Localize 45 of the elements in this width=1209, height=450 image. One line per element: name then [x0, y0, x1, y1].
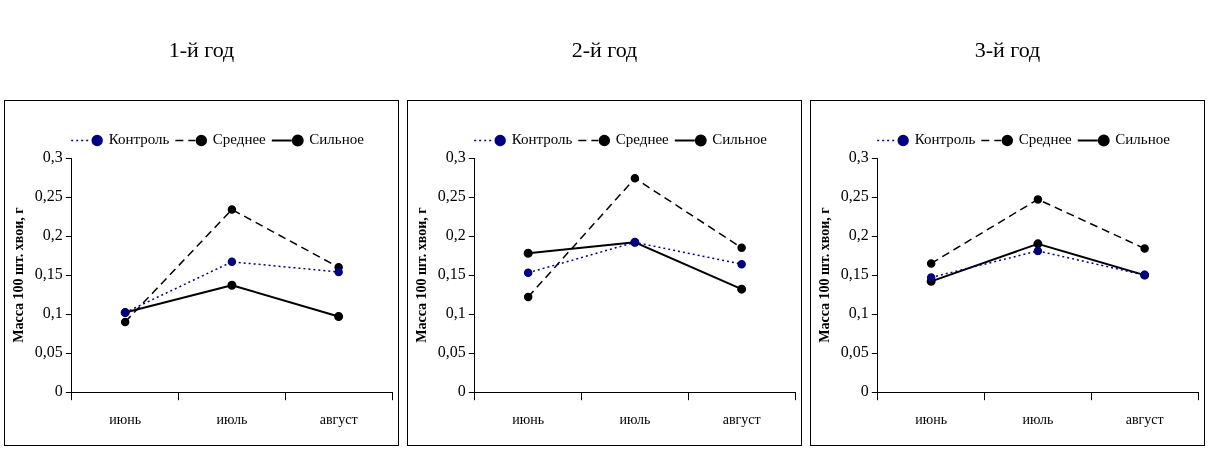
x-tick-label: июнь: [512, 412, 545, 428]
y-tick-label: 0,1: [42, 304, 63, 322]
y-tick-label: 0,15: [840, 265, 869, 283]
y-tick-label: 0,2: [42, 226, 63, 244]
y-tick-label: 0,05: [840, 343, 869, 361]
x-tick-label: август: [319, 412, 358, 428]
y-tick-label: 0,2: [848, 226, 869, 244]
x-tick-label: август: [722, 412, 761, 428]
y-tick-label: 0,05: [437, 343, 466, 361]
y-tick-label: 0,25: [840, 187, 869, 205]
legend-label: Сильное: [1115, 131, 1171, 148]
legend-label: Контроль: [511, 131, 573, 148]
y-axis-title: Масса 100 шт. хвои, г: [414, 207, 430, 343]
legend-label: Контроль: [914, 131, 976, 148]
chart-title: 1-й год: [168, 36, 235, 64]
chart-title: 2-й год: [571, 36, 638, 64]
y-tick-label: 0,1: [445, 304, 466, 322]
x-tick-label: август: [1125, 412, 1164, 428]
y-tick-label: 0,05: [34, 343, 63, 361]
y-tick-label: 0,1: [848, 304, 869, 322]
y-axis-title: Масса 100 шт. хвои, г: [817, 207, 833, 343]
x-tick-label: июнь: [915, 412, 948, 428]
y-tick-label: 0,15: [34, 265, 63, 283]
y-tick-label: 0,25: [34, 187, 63, 205]
legend-label: Сильное: [712, 131, 768, 148]
legend-label: Сильное: [309, 131, 365, 148]
y-tick-label: 0,25: [437, 187, 466, 205]
y-tick-label: 0: [860, 382, 869, 400]
y-tick-label: 0: [457, 382, 466, 400]
chart-title: 3-й год: [974, 36, 1041, 64]
x-tick-label: июль: [216, 412, 248, 428]
x-tick-label: июнь: [109, 412, 142, 428]
y-tick-label: 0,2: [445, 226, 466, 244]
y-tick-label: 0,15: [437, 265, 466, 283]
legend-label: Контроль: [108, 131, 170, 148]
legend-label: Среднее: [615, 131, 670, 148]
y-tick-label: 0,3: [848, 148, 869, 166]
legend-label: Среднее: [1018, 131, 1073, 148]
legend-label: Среднее: [212, 131, 267, 148]
y-axis-title: Масса 100 шт. хвои, г: [11, 207, 27, 343]
y-tick-label: 0,3: [445, 148, 466, 166]
y-tick-label: 0,3: [42, 148, 63, 166]
y-tick-label: 0: [54, 382, 63, 400]
x-tick-label: июль: [619, 412, 651, 428]
x-tick-label: июль: [1022, 412, 1054, 428]
